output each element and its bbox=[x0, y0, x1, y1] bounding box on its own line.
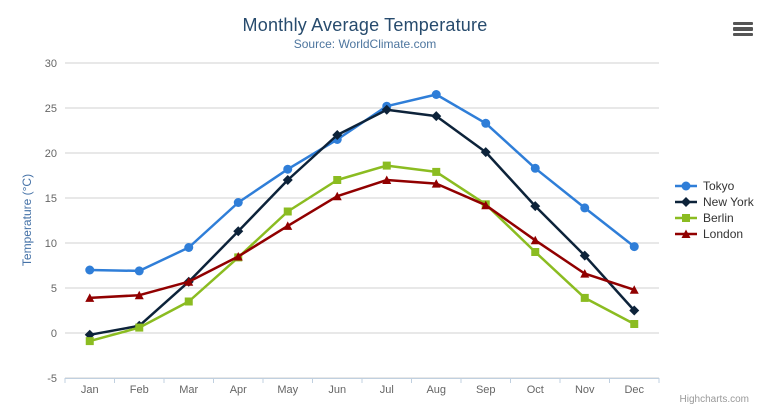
data-point-marker-circle[interactable] bbox=[184, 243, 194, 252]
legend-label: New York bbox=[703, 195, 754, 209]
legend-marker-square-icon bbox=[675, 214, 697, 222]
y-axis-tick-label: -5 bbox=[47, 373, 57, 385]
data-point-marker-circle[interactable] bbox=[283, 164, 293, 174]
legend-marker-diamond-icon bbox=[675, 197, 697, 207]
y-axis-tick-label: 0 bbox=[51, 328, 57, 340]
legend-label: Tokyo bbox=[703, 179, 735, 193]
series-line-berlin bbox=[88, 164, 636, 343]
legend-label: Berlin bbox=[703, 211, 734, 225]
data-point-marker-triangle[interactable] bbox=[85, 293, 95, 302]
hamburger-menu-icon bbox=[733, 27, 753, 31]
x-axis-tick-label: Mar bbox=[179, 384, 198, 396]
data-point-marker-square[interactable] bbox=[382, 161, 391, 170]
data-point-marker-circle[interactable] bbox=[481, 118, 491, 128]
data-point-marker-triangle[interactable] bbox=[481, 200, 491, 210]
data-point-marker-diamond[interactable] bbox=[681, 197, 691, 207]
series-line-london bbox=[88, 178, 636, 300]
data-point-marker-triangle[interactable] bbox=[681, 229, 691, 239]
series-tokyo bbox=[85, 90, 639, 276]
legend-label: London bbox=[703, 227, 744, 241]
data-point-marker-circle[interactable] bbox=[629, 242, 639, 252]
data-point-marker-triangle[interactable] bbox=[332, 191, 342, 201]
hamburger-menu-icon bbox=[733, 21, 753, 26]
legend-item-berlin[interactable]: Berlin bbox=[674, 210, 754, 226]
x-axis-tick-label: Sep bbox=[476, 384, 496, 396]
data-point-marker-triangle[interactable] bbox=[233, 252, 243, 261]
data-point-marker-square[interactable] bbox=[580, 293, 589, 302]
data-point-marker-square[interactable] bbox=[630, 320, 639, 328]
x-axis-tick-label: Jun bbox=[328, 384, 346, 396]
y-axis-tick-label: 5 bbox=[51, 283, 57, 295]
data-point-marker-diamond[interactable] bbox=[381, 104, 392, 115]
y-axis-tick-label: 20 bbox=[45, 148, 57, 160]
data-point-marker-circle[interactable] bbox=[233, 198, 243, 207]
y-axis-tick-label: 30 bbox=[45, 58, 57, 70]
series-line-tokyo bbox=[88, 93, 636, 273]
data-point-marker-diamond[interactable] bbox=[530, 201, 541, 212]
y-axis-tick-label: 25 bbox=[45, 103, 57, 115]
data-point-marker-triangle[interactable] bbox=[431, 179, 441, 188]
legend-item-tokyo[interactable]: Tokyo bbox=[674, 178, 754, 194]
legend-marker-circle-icon bbox=[675, 181, 697, 191]
data-point-marker-diamond[interactable] bbox=[579, 250, 590, 261]
series-london bbox=[85, 175, 639, 302]
data-point-marker-triangle[interactable] bbox=[382, 175, 392, 185]
data-point-marker-triangle[interactable] bbox=[530, 235, 540, 245]
data-point-marker-circle[interactable] bbox=[134, 266, 144, 276]
y-axis-tick-label: 10 bbox=[45, 238, 57, 250]
data-point-marker-diamond[interactable] bbox=[431, 111, 442, 122]
x-axis-tick-label: Feb bbox=[130, 384, 149, 396]
data-point-marker-square[interactable] bbox=[333, 176, 342, 184]
legend-item-new-york[interactable]: New York bbox=[674, 194, 754, 210]
series-line-new-york bbox=[88, 108, 636, 337]
y-axis-tick-label: 15 bbox=[45, 193, 57, 205]
data-point-marker-circle[interactable] bbox=[580, 203, 590, 213]
data-point-marker-diamond[interactable] bbox=[282, 175, 293, 185]
x-axis-tick-label: Nov bbox=[575, 384, 595, 396]
data-point-marker-square[interactable] bbox=[531, 248, 540, 256]
data-point-marker-circle[interactable] bbox=[431, 90, 441, 99]
data-point-marker-diamond[interactable] bbox=[629, 305, 640, 316]
chart-subtitle: Source: WorldClimate.com bbox=[293, 37, 437, 51]
hamburger-menu-icon bbox=[733, 32, 753, 37]
credits-link[interactable]: Highcharts.com bbox=[679, 394, 749, 405]
x-axis-tick-label: Dec bbox=[624, 384, 644, 396]
data-point-marker-circle[interactable] bbox=[681, 181, 691, 191]
legend-marker-triangle-icon bbox=[675, 229, 697, 239]
data-point-marker-triangle[interactable] bbox=[580, 269, 590, 278]
x-axis-tick-label: Oct bbox=[527, 384, 544, 396]
data-point-marker-triangle[interactable] bbox=[283, 221, 293, 230]
export-context-menu-button[interactable] bbox=[728, 17, 758, 41]
data-point-marker-circle[interactable] bbox=[530, 163, 540, 173]
data-point-marker-diamond[interactable] bbox=[332, 130, 343, 140]
data-point-marker-square[interactable] bbox=[184, 297, 193, 306]
x-axis-tick-label: Aug bbox=[426, 384, 446, 396]
data-point-marker-square[interactable] bbox=[135, 323, 144, 332]
legend: Tokyo New York Berlin London bbox=[674, 178, 754, 242]
data-point-marker-square[interactable] bbox=[283, 207, 292, 216]
x-axis-tick-label: May bbox=[277, 384, 298, 396]
x-axis-tick-label: Jan bbox=[81, 384, 99, 396]
data-point-marker-square[interactable] bbox=[432, 167, 441, 176]
data-point-marker-circle[interactable] bbox=[85, 265, 95, 275]
data-point-marker-diamond[interactable] bbox=[480, 147, 491, 158]
series-new-york bbox=[84, 104, 640, 340]
x-axis-tick-label: Jul bbox=[380, 384, 394, 396]
legend-item-london[interactable]: London bbox=[674, 226, 754, 242]
x-axis-tick-label: Apr bbox=[230, 384, 247, 396]
data-point-marker-square[interactable] bbox=[85, 337, 94, 346]
data-point-marker-triangle[interactable] bbox=[184, 277, 194, 286]
data-point-marker-diamond[interactable] bbox=[233, 226, 244, 237]
data-point-marker-triangle[interactable] bbox=[629, 285, 639, 294]
chart-title: Monthly Average Temperature bbox=[242, 15, 488, 35]
data-point-marker-triangle[interactable] bbox=[134, 290, 144, 300]
data-point-marker-square[interactable] bbox=[682, 214, 690, 222]
